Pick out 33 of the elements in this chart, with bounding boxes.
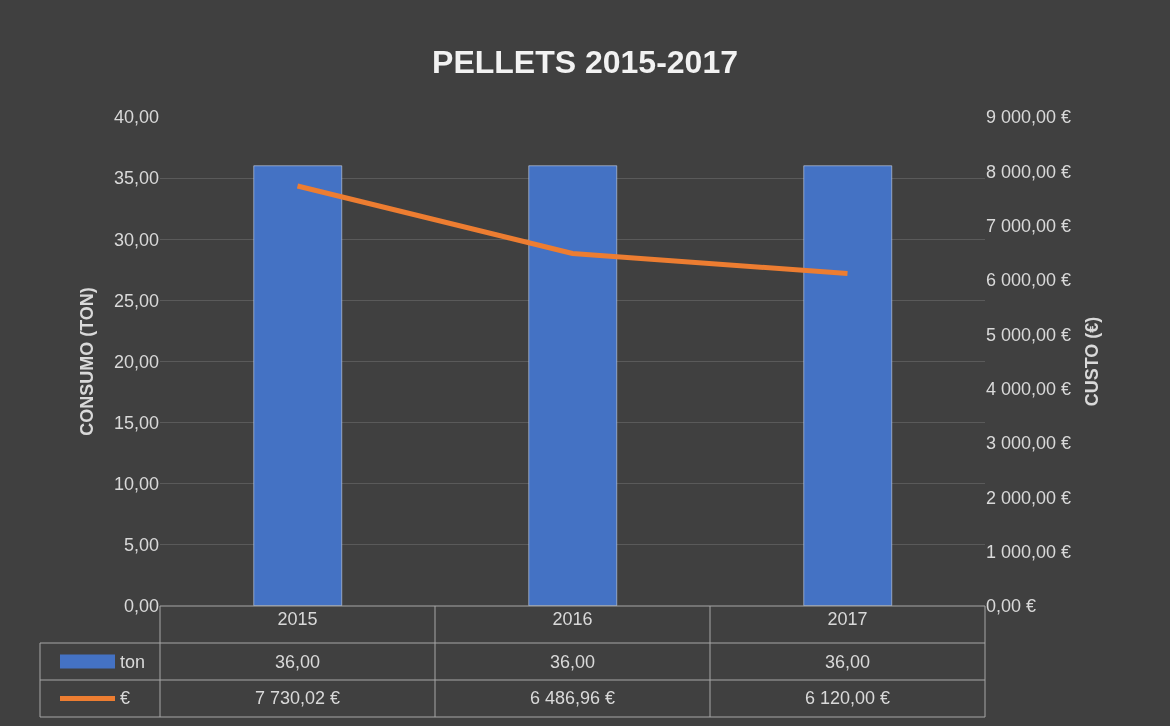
- y2-tick-label: 5 000,00 €: [986, 324, 1072, 345]
- y2-tick-label: 3 000,00 €: [986, 433, 1072, 454]
- x-tick-label: 2016: [552, 609, 593, 629]
- y2-tick-label: 2 000,00 €: [986, 487, 1072, 508]
- data-label: 6 120,00 €: [805, 688, 891, 708]
- y2-tick-label: 1 000,00 €: [986, 541, 1072, 562]
- y2-tick-label: 8 000,00 €: [986, 161, 1072, 182]
- data-label: 36,00: [825, 652, 871, 672]
- y-tick-label: 20,00: [113, 351, 159, 372]
- data-label: 6 486,96 €: [530, 688, 616, 708]
- y-tick-label: 40,00: [113, 107, 159, 128]
- data-label: 36,00: [275, 652, 321, 672]
- y-tick-label: 5,00: [123, 535, 159, 556]
- y-tick-label: 35,00: [113, 168, 159, 189]
- y-tick-label: 15,00: [113, 412, 159, 433]
- legend-label: ton: [120, 652, 146, 672]
- y-tick-label: 30,00: [113, 229, 159, 250]
- y2-tick-label: 9 000,00 €: [986, 107, 1072, 128]
- y-tick-label: 0,00: [123, 596, 159, 617]
- y-tick-label: 10,00: [113, 474, 159, 495]
- y2-tick-label: 6 000,00 €: [986, 270, 1072, 291]
- x-tick-label: 2015: [277, 609, 318, 629]
- y-tick-label: 25,00: [113, 290, 159, 311]
- legend-label: €: [120, 688, 131, 708]
- chart-title: PELLETS 2015-2017: [432, 44, 738, 81]
- data-label: 36,00: [550, 652, 596, 672]
- y2-tick-label: 0,00 €: [986, 596, 1037, 617]
- y-axis-title: CONSUMO (TON): [77, 287, 98, 436]
- x-tick-label: 2017: [827, 609, 868, 629]
- y2-axis-title: CUSTO (€): [1082, 316, 1103, 407]
- y2-tick-label: 7 000,00 €: [986, 215, 1072, 236]
- data-label: 7 730,02 €: [255, 688, 341, 708]
- y2-tick-label: 4 000,00 €: [986, 378, 1072, 399]
